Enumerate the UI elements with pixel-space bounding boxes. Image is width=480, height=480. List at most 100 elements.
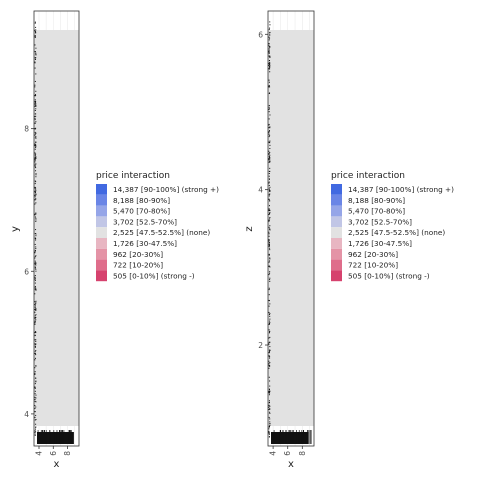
data-point — [268, 329, 270, 331]
legend-swatch — [96, 227, 107, 238]
data-point — [269, 156, 271, 158]
data-point — [269, 320, 271, 322]
data-point — [34, 279, 36, 281]
legend-label: 505 [0-10%] (strong -) — [348, 271, 430, 280]
legend-swatch — [96, 259, 107, 271]
legend-swatch — [96, 205, 107, 217]
data-point — [35, 115, 37, 117]
data-point — [34, 30, 36, 32]
data-point — [35, 229, 37, 231]
data-point — [268, 352, 270, 354]
data-point — [34, 36, 36, 38]
legend-swatch — [96, 184, 107, 195]
data-point — [35, 90, 37, 92]
data-point — [268, 337, 270, 339]
data-point — [35, 217, 37, 219]
data-point — [269, 405, 271, 407]
data-point — [35, 288, 37, 290]
data-point — [34, 293, 36, 295]
data-point — [35, 103, 37, 105]
data-point — [34, 166, 36, 168]
data-point — [269, 190, 271, 192]
data-point — [35, 302, 37, 304]
data-point — [35, 220, 37, 222]
data-point — [35, 136, 37, 138]
data-point — [35, 163, 37, 165]
data-point — [268, 405, 270, 407]
x-axis-label: x — [54, 459, 60, 470]
data-point — [269, 186, 271, 188]
data-point — [268, 431, 270, 433]
data-point — [269, 31, 271, 33]
data-point — [269, 86, 271, 88]
data-point — [268, 323, 270, 325]
data-point — [268, 226, 270, 228]
data-point — [35, 406, 37, 408]
data-point — [35, 198, 37, 200]
data-point — [268, 213, 270, 215]
data-point — [268, 85, 270, 87]
x-tick-label: 6 — [49, 451, 58, 456]
data-point — [268, 388, 270, 390]
data-point — [35, 157, 37, 159]
data-point — [268, 195, 270, 197]
data-point — [268, 153, 270, 155]
data-point — [269, 341, 271, 343]
data-point — [34, 321, 36, 323]
data-point — [269, 71, 271, 73]
data-point — [34, 128, 36, 130]
data-point — [268, 245, 270, 247]
data-point — [34, 311, 36, 313]
data-point — [35, 248, 37, 250]
data-point — [35, 219, 37, 221]
data-point — [34, 51, 36, 53]
data-point — [34, 213, 36, 215]
data-point — [34, 214, 36, 216]
data-point — [34, 301, 36, 303]
data-point — [34, 411, 36, 413]
data-point — [268, 254, 270, 256]
data-point — [269, 159, 271, 161]
data-point — [269, 193, 271, 195]
rug-marks — [37, 430, 74, 444]
data-point — [35, 137, 37, 139]
data-point — [34, 191, 36, 193]
data-point — [269, 418, 271, 420]
legend-swatch — [96, 216, 107, 228]
data-point — [34, 250, 36, 252]
data-point — [35, 94, 37, 96]
y-tick-label: 6 — [258, 30, 263, 39]
data-point — [268, 342, 270, 344]
data-point — [34, 22, 36, 24]
data-point — [35, 262, 37, 264]
data-point — [34, 434, 36, 436]
data-point — [35, 307, 37, 309]
data-point — [35, 423, 37, 425]
data-point — [269, 258, 271, 260]
data-point — [268, 400, 270, 402]
data-point — [34, 430, 36, 432]
data-point — [35, 270, 37, 272]
data-point — [268, 133, 270, 135]
y-tick-label: 4 — [258, 186, 263, 195]
data-point — [34, 398, 36, 400]
data-point — [35, 431, 37, 433]
data-point — [268, 231, 270, 233]
data-point — [268, 392, 270, 394]
data-point — [34, 276, 36, 278]
data-point — [34, 117, 36, 119]
data-point — [34, 21, 36, 23]
data-point — [268, 389, 270, 391]
data-point — [269, 423, 271, 425]
data-point — [268, 355, 270, 357]
data-point — [34, 143, 36, 145]
data-point — [34, 122, 36, 124]
data-point — [34, 277, 36, 279]
data-point — [269, 27, 271, 29]
data-point — [35, 309, 37, 311]
data-point — [268, 436, 270, 438]
data-point — [268, 360, 270, 362]
data-point — [268, 92, 270, 94]
